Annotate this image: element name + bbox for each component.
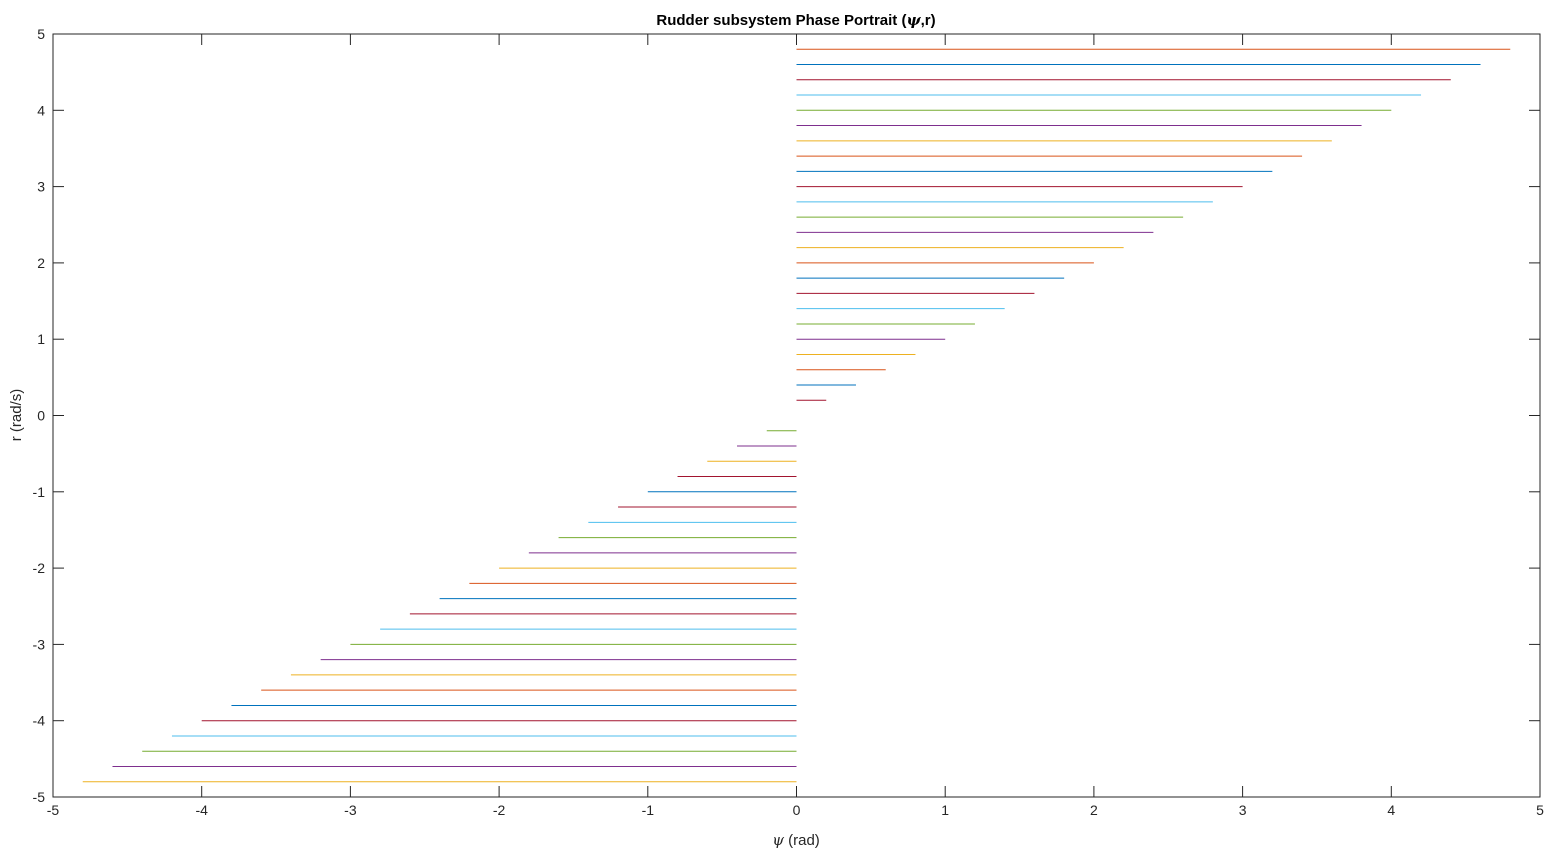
x-tick-label: 3: [1239, 802, 1247, 818]
y-tick-label: 4: [37, 102, 45, 118]
y-tick-label: 2: [37, 255, 45, 271]
y-tick-label: -3: [33, 636, 46, 652]
y-tick-label: -5: [33, 789, 46, 805]
x-tick-label: 5: [1536, 802, 1544, 818]
y-tick-label: 0: [37, 408, 45, 424]
x-tick-label: -4: [195, 802, 208, 818]
x-tick-label: 1: [941, 802, 949, 818]
plot-area: [53, 34, 1540, 797]
y-tick-label: 3: [37, 179, 45, 195]
x-tick-label: 2: [1090, 802, 1098, 818]
y-tick-label: -2: [33, 560, 46, 576]
x-tick-label: -3: [344, 802, 357, 818]
chart-title: Rudder subsystem Phase Portrait (ψ,r): [656, 11, 935, 29]
y-tick-label: 5: [37, 26, 45, 42]
y-axis-ticks: -5 -4 -3 -2 -1 0 1 2 3 4 5: [33, 26, 1540, 805]
series-layer: [53, 33, 1540, 798]
x-axis-ticks: -5 -4 -3 -2 -1 0 1 2 3 4 5: [47, 34, 1544, 818]
y-tick-label: -1: [33, 484, 46, 500]
x-tick-label: 4: [1387, 802, 1395, 818]
x-tick-label: -2: [493, 802, 506, 818]
x-tick-label: -1: [642, 802, 655, 818]
y-tick-label: -4: [33, 713, 46, 729]
y-axis-label: r (rad/s): [8, 389, 25, 442]
x-tick-label: 0: [793, 802, 801, 818]
x-tick-label: -5: [47, 802, 60, 818]
y-tick-label: 1: [37, 331, 45, 347]
x-axis-label: ψ (rad): [772, 831, 820, 848]
